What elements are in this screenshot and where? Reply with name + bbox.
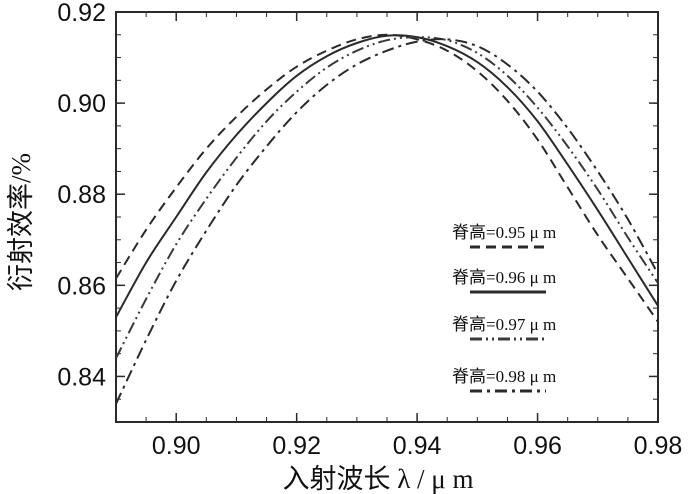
y-tick-label: 0.84: [57, 363, 106, 391]
x-tick-label: 0.92: [272, 432, 321, 460]
x-axis-label: 入射波长 λ / μ m: [282, 464, 473, 494]
legend-label-2: 脊高=0.96 μ m: [452, 268, 556, 287]
series-line-4: [115, 38, 659, 405]
plot-frame: [115, 11, 659, 423]
x-tick-label: 0.96: [513, 432, 562, 460]
legend: 脊高=0.95 μ m 脊高=0.96 μ m 脊高=0.97 μ m 脊高=0.98…: [452, 223, 556, 393]
legend-label-3: 脊高=0.97 μ m: [452, 315, 556, 334]
legend-label-1: 脊高=0.95 μ m: [452, 223, 556, 242]
x-tick-label: 0.90: [152, 432, 201, 460]
y-tick-label: 0.92: [57, 0, 106, 27]
series-line-3: [115, 36, 659, 359]
y-tick-label: 0.86: [57, 272, 106, 300]
x-tick-label: 0.98: [634, 432, 683, 460]
legend-label-4: 脊高=0.98 μ m: [452, 367, 556, 386]
y-tick-label: 0.90: [57, 90, 106, 118]
series-line-2: [115, 34, 659, 318]
x-tick-label: 0.94: [393, 432, 442, 460]
ticks: 0.90 0.92 0.94 0.96 0.98 0.84 0.86 0.88 0.90 0.92: [57, 0, 682, 460]
series-layer: [115, 33, 659, 405]
y-tick-label: 0.88: [57, 181, 106, 209]
y-axis-label: 衍射效率/%: [6, 153, 36, 291]
